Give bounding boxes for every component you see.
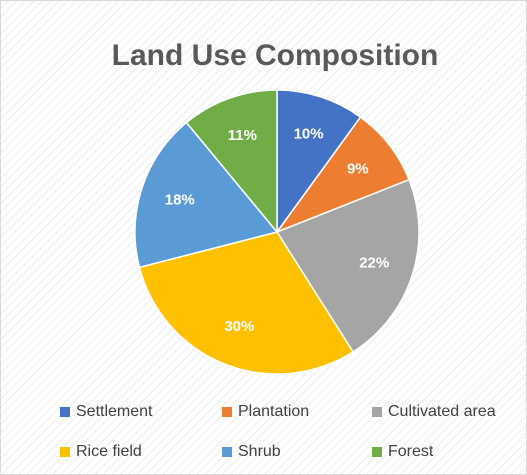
legend-label: Cultivated area — [388, 403, 496, 420]
legend-label: Forest — [388, 443, 434, 460]
pie-slice — [275, 178, 420, 353]
value-label: 30% — [224, 318, 254, 335]
chart-title: Land Use Composition — [112, 39, 439, 72]
value-label: 18% — [165, 191, 195, 208]
legend-marker — [222, 447, 232, 457]
legend-label: Settlement — [76, 403, 153, 420]
legend-label: Plantation — [238, 403, 309, 420]
pie: 10% 9% 22% 30% 18% 11% — [134, 89, 420, 375]
legend-marker — [222, 407, 232, 417]
pie-slice — [185, 89, 278, 235]
legend-marker — [60, 407, 70, 417]
legend-marker — [372, 407, 382, 417]
legend-label: Shrub — [238, 443, 281, 460]
pie-slice — [134, 121, 279, 269]
pie-slice — [138, 231, 355, 375]
value-label: 22% — [359, 255, 389, 272]
legend-marker — [372, 447, 382, 457]
legend: Settlement Plantation Cultivated area Rice … — [60, 403, 496, 460]
value-label: 9% — [347, 160, 369, 177]
pie-slice — [274, 116, 411, 234]
value-label: 11% — [228, 127, 257, 144]
legend-marker — [60, 447, 70, 457]
value-label: 10% — [294, 126, 324, 143]
legend-label: Rice field — [76, 443, 142, 460]
pie-slice — [276, 89, 362, 235]
